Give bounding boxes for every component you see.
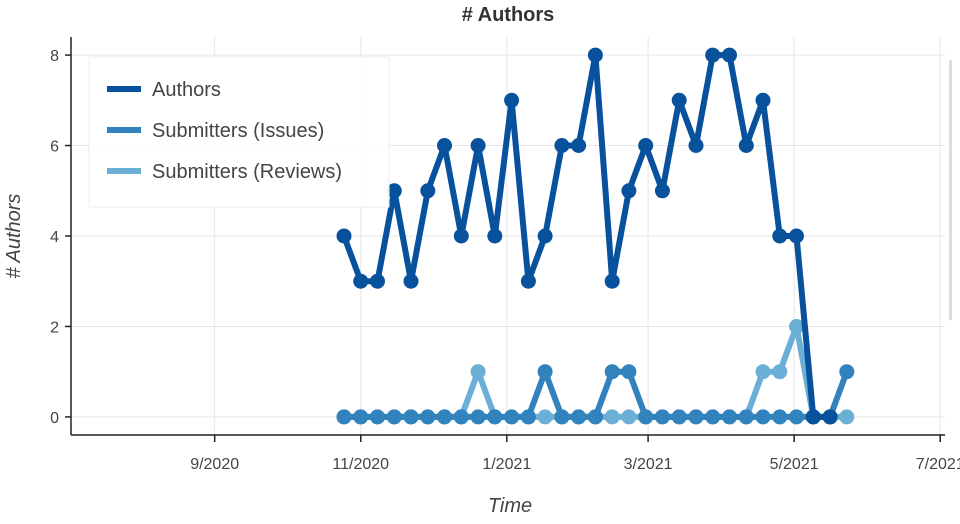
- series-2-point-5: [420, 183, 436, 199]
- clipped-panel-edge: [946, 37, 960, 435]
- series-2-point-29: [822, 409, 838, 425]
- x-tick-label-5: 7/2021: [916, 456, 960, 473]
- series-1-point-11: [520, 409, 536, 425]
- series-2-point-13: [554, 138, 570, 153]
- series-1-point-18: [638, 409, 654, 425]
- x-tick-label-1: 11/2020: [332, 456, 389, 473]
- series-1-point-27: [789, 409, 804, 425]
- series-1-point-14: [571, 409, 587, 425]
- y-tick-label-4: 8: [50, 48, 59, 65]
- series-2-point-2: [370, 273, 385, 289]
- series-1-point-7: [453, 409, 469, 425]
- series-2-point-11: [520, 273, 536, 289]
- x-tick-label-4: 5/2021: [770, 456, 819, 473]
- series-1-point-1: [353, 409, 369, 425]
- series-1-point-3: [386, 409, 402, 425]
- series-2-point-17: [621, 183, 637, 199]
- series-0-point-12: [537, 409, 553, 425]
- series-1-point-19: [654, 409, 670, 425]
- series-1-point-8: [470, 409, 486, 425]
- series-1-point-0: [336, 409, 352, 425]
- series-2-point-8: [470, 138, 486, 153]
- series-2-point-12: [537, 228, 553, 244]
- legend: Authors Submitters (Issues) Submitters (Re…: [88, 56, 390, 208]
- series-1-point-17: [621, 364, 637, 380]
- chart-title: # Authors: [462, 4, 555, 26]
- series-1-point-16: [604, 364, 620, 380]
- series-2-point-16: [604, 273, 620, 289]
- series-1-point-30: [839, 364, 855, 380]
- series-1-point-21: [688, 409, 704, 425]
- series-2-point-19: [654, 183, 670, 199]
- legend-label-2: Submitters (Reviews): [152, 161, 342, 183]
- series-1-point-20: [671, 409, 687, 425]
- series-0-point-16: [604, 409, 620, 425]
- series-1-point-6: [437, 409, 452, 425]
- series-2-point-3: [386, 183, 402, 199]
- series-2-point-10: [504, 92, 520, 108]
- x-axis-label: Time: [488, 495, 532, 517]
- series-2-point-7: [453, 228, 469, 244]
- y-tick-label-3: 6: [50, 139, 59, 156]
- series-1-point-24: [738, 409, 754, 425]
- series-1: [336, 364, 855, 425]
- y-tick-label-2: 4: [50, 229, 59, 246]
- series-0-point-25: [755, 364, 771, 380]
- series-2-point-14: [571, 138, 587, 153]
- y-tick-label-1: 2: [50, 319, 59, 336]
- x-tick-label-3: 3/2021: [624, 456, 673, 473]
- series-1-point-22: [705, 409, 721, 425]
- series-2-point-9: [487, 228, 503, 244]
- legend-label-0: Authors: [152, 79, 221, 101]
- series-2-line-0: [341, 52, 834, 420]
- series-1-point-15: [587, 409, 603, 425]
- series-2-point-1: [353, 273, 369, 289]
- series-2-point-20: [671, 92, 687, 108]
- series-0-point-26: [772, 364, 788, 380]
- series-2-point-18: [638, 138, 654, 153]
- series-0-line-0: [341, 323, 850, 420]
- x-tick-label-2: 1/2021: [482, 456, 531, 473]
- series-1-point-9: [487, 409, 503, 425]
- series-2-point-24: [738, 138, 754, 153]
- series-0-point-17: [621, 409, 637, 425]
- series-2-point-25: [755, 92, 771, 108]
- series-2-point-4: [403, 273, 419, 289]
- series-2-point-15: [587, 47, 603, 63]
- series-1-point-23: [722, 409, 737, 425]
- series-2-point-28: [805, 409, 821, 425]
- series-2-point-21: [688, 138, 704, 153]
- legend-label-1: Submitters (Issues): [152, 120, 324, 142]
- y-axis-label: # Authors: [3, 194, 25, 279]
- x-tick-label-0: 9/2020: [190, 456, 239, 473]
- series-0-point-8: [470, 364, 486, 380]
- y-tick-label-0: 0: [50, 410, 59, 427]
- x-ticks: 9/2020 11/2020 1/2021 3/2021 5/2021 7/2021: [190, 435, 960, 473]
- series-1-point-2: [370, 409, 385, 425]
- series-1-point-26: [772, 409, 788, 425]
- series-1-point-12: [537, 364, 553, 380]
- series-0-point-30: [839, 409, 855, 425]
- series-1-point-25: [755, 409, 771, 425]
- y-ticks: 0 2 4 6 8: [50, 48, 71, 427]
- series-1-point-13: [554, 409, 570, 425]
- series-1-point-5: [420, 409, 436, 425]
- series-2-point-6: [437, 138, 452, 153]
- series-2-point-27: [789, 228, 804, 244]
- series-1-point-10: [504, 409, 520, 425]
- series-2-point-22: [705, 47, 721, 63]
- series-1-point-4: [403, 409, 419, 425]
- series-2-point-23: [722, 47, 737, 63]
- series-2-point-26: [772, 228, 788, 244]
- series-layer: [336, 47, 855, 425]
- series-2: [336, 47, 838, 425]
- series-0-point-27: [789, 319, 804, 334]
- series-2-point-0: [336, 228, 352, 244]
